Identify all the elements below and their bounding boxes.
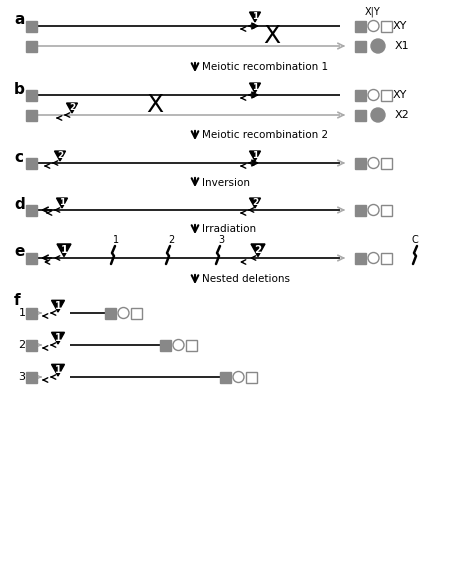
Text: 2: 2 xyxy=(18,340,26,350)
Bar xyxy=(27,308,37,319)
Bar xyxy=(381,158,392,169)
Text: f: f xyxy=(14,293,21,308)
Text: XY: XY xyxy=(393,21,407,31)
Bar xyxy=(27,90,37,101)
Polygon shape xyxy=(56,198,67,208)
Text: 1: 1 xyxy=(113,235,119,245)
Bar xyxy=(27,372,37,383)
Text: c: c xyxy=(14,150,23,165)
Circle shape xyxy=(371,108,385,122)
Bar xyxy=(27,205,37,216)
Bar xyxy=(381,21,392,32)
Bar xyxy=(355,90,366,101)
Text: Meiotic recombination 1: Meiotic recombination 1 xyxy=(202,63,328,73)
Bar xyxy=(27,110,37,121)
Circle shape xyxy=(173,339,184,350)
Circle shape xyxy=(368,21,379,32)
Circle shape xyxy=(118,308,129,319)
Text: 1: 1 xyxy=(55,333,61,343)
Polygon shape xyxy=(52,332,64,344)
Text: 1: 1 xyxy=(59,198,65,207)
Bar xyxy=(160,339,171,350)
Bar xyxy=(27,158,37,169)
Circle shape xyxy=(233,372,244,383)
Bar xyxy=(220,372,231,383)
Text: Nested deletions: Nested deletions xyxy=(202,274,290,284)
Circle shape xyxy=(368,253,379,264)
Polygon shape xyxy=(249,198,261,208)
Text: X2: X2 xyxy=(395,110,410,120)
Text: Meiotic recombination 2: Meiotic recombination 2 xyxy=(202,131,328,141)
Text: 1: 1 xyxy=(252,151,258,160)
Bar xyxy=(27,21,37,32)
Text: 2: 2 xyxy=(57,151,63,160)
Polygon shape xyxy=(249,12,261,22)
Polygon shape xyxy=(251,244,265,257)
Text: 1: 1 xyxy=(252,83,258,92)
Text: e: e xyxy=(14,244,24,259)
Text: X: X xyxy=(264,24,281,48)
Circle shape xyxy=(368,205,379,216)
Bar xyxy=(355,158,366,169)
Polygon shape xyxy=(52,364,64,376)
Bar xyxy=(355,40,366,52)
Text: 1: 1 xyxy=(18,308,26,318)
Bar xyxy=(355,205,366,216)
Text: 1: 1 xyxy=(55,364,61,374)
Text: 2: 2 xyxy=(69,103,75,112)
Bar xyxy=(186,339,197,350)
Bar xyxy=(355,253,366,264)
Polygon shape xyxy=(249,151,261,161)
Bar xyxy=(27,253,37,264)
Text: 1: 1 xyxy=(252,12,258,21)
Bar xyxy=(27,339,37,350)
Text: 3: 3 xyxy=(218,235,224,245)
Bar xyxy=(131,308,142,319)
Polygon shape xyxy=(249,83,261,93)
Bar xyxy=(246,372,257,383)
Polygon shape xyxy=(55,151,65,161)
Circle shape xyxy=(368,90,379,101)
Text: X|Y: X|Y xyxy=(365,7,381,17)
Bar xyxy=(381,205,392,216)
Text: b: b xyxy=(14,82,25,97)
Bar xyxy=(381,90,392,101)
Bar xyxy=(355,110,366,121)
Text: Irradiation: Irradiation xyxy=(202,224,256,234)
Polygon shape xyxy=(66,103,78,113)
Text: 2: 2 xyxy=(168,235,174,245)
Text: d: d xyxy=(14,197,25,212)
Text: X1: X1 xyxy=(395,41,410,51)
Circle shape xyxy=(368,158,379,169)
Bar xyxy=(355,21,366,32)
Polygon shape xyxy=(52,300,64,312)
Text: 2: 2 xyxy=(252,198,258,207)
Text: 1: 1 xyxy=(55,301,61,311)
Text: 2: 2 xyxy=(255,244,262,255)
Text: X: X xyxy=(146,93,164,117)
Text: a: a xyxy=(14,12,24,27)
Text: 3: 3 xyxy=(18,372,26,382)
Polygon shape xyxy=(57,244,71,257)
Text: 1: 1 xyxy=(60,244,68,255)
Text: Inversion: Inversion xyxy=(202,178,250,188)
Text: XY: XY xyxy=(393,90,407,100)
Circle shape xyxy=(371,39,385,53)
Bar xyxy=(27,40,37,52)
Bar xyxy=(381,253,392,264)
Text: C: C xyxy=(411,235,419,245)
Bar xyxy=(105,308,116,319)
